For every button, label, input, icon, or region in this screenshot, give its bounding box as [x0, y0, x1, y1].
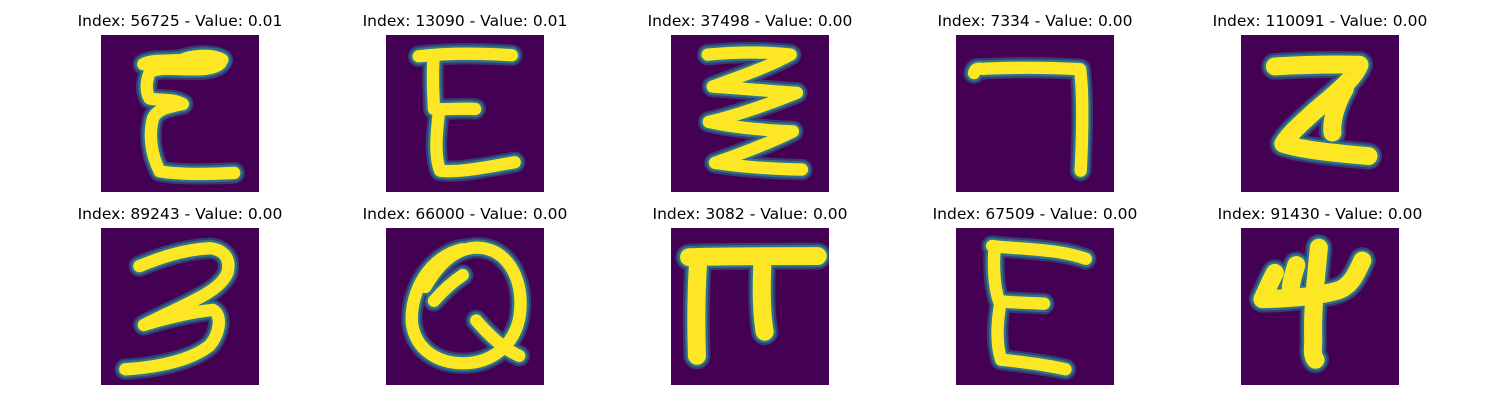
sample-cell-8: Index: 3082 - Value: 0.00: [620, 193, 880, 385]
pi-symbol-image: [671, 228, 829, 385]
sample-title: Index: 110091 - Value: 0.00: [1212, 12, 1428, 30]
sample-title: Index: 3082 - Value: 0.00: [652, 205, 848, 223]
digit-4-image: [1241, 228, 1399, 385]
sample-cell-7: Index: 66000 - Value: 0.00: [335, 193, 595, 385]
sample-title: Index: 89243 - Value: 0.00: [77, 205, 283, 223]
sample-title: Index: 91430 - Value: 0.00: [1217, 205, 1423, 223]
sample-title: Index: 7334 - Value: 0.00: [937, 12, 1133, 30]
glyph-strokes: [408, 43, 526, 182]
sample-title: Index: 56725 - Value: 0.01: [77, 12, 283, 30]
sample-cell-1: Index: 56725 - Value: 0.01: [50, 0, 310, 192]
digit-3-image: [101, 228, 259, 385]
glyph-strokes: [1248, 234, 1376, 374]
glyph-strokes: [963, 57, 1094, 182]
letter-e-image: [101, 35, 259, 192]
sample-cell-4: Index: 7334 - Value: 0.00: [905, 0, 1165, 192]
glyph-strokes: [114, 237, 240, 380]
sample-title: Index: 13090 - Value: 0.01: [362, 12, 568, 30]
digit-7-image: [956, 35, 1114, 192]
sample-title: Index: 37498 - Value: 0.00: [647, 12, 853, 30]
glyph-strokes: [401, 236, 532, 374]
letter-z-image: [1241, 35, 1399, 192]
glyph-strokes: [696, 41, 813, 181]
glyph-strokes: [981, 235, 1097, 380]
sample-title: Index: 66000 - Value: 0.00: [362, 205, 568, 223]
sample-title: Index: 67509 - Value: 0.00: [932, 205, 1138, 223]
letter-q-image: [386, 228, 544, 385]
sample-cell-6: Index: 89243 - Value: 0.00: [50, 193, 310, 385]
glyph-strokes: [1261, 51, 1383, 170]
sample-cell-2: Index: 13090 - Value: 0.01: [335, 0, 595, 192]
sample-cell-3: Index: 37498 - Value: 0.00: [620, 0, 880, 192]
sample-cell-9: Index: 67509 - Value: 0.00: [905, 193, 1165, 385]
sample-cell-10: Index: 91430 - Value: 0.00: [1190, 193, 1450, 385]
glyph-strokes: [132, 45, 245, 185]
glyph-strokes: [675, 242, 829, 370]
sample-cell-5: Index: 110091 - Value: 0.00: [1190, 0, 1450, 192]
letter-e-image: [386, 35, 544, 192]
zigzag-glyph-image: [671, 35, 829, 192]
letter-e-image: [956, 228, 1114, 385]
